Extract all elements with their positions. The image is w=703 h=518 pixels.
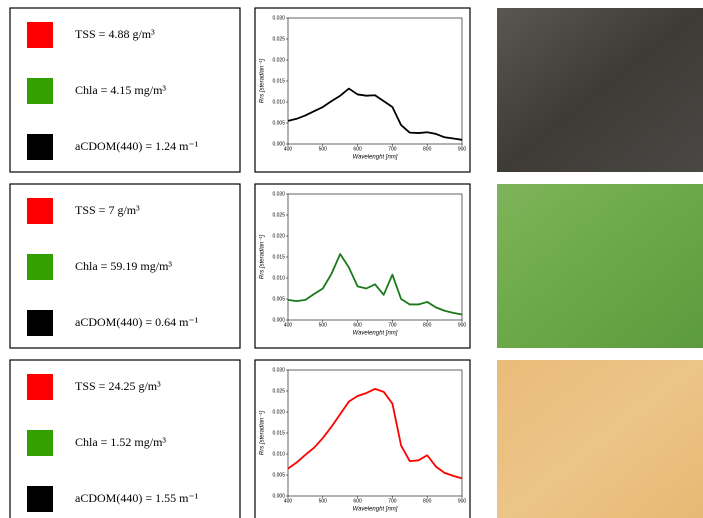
legend-swatch — [27, 198, 53, 224]
x-tick-label: 500 — [319, 322, 328, 328]
y-tick-label: 0.030 — [272, 367, 285, 373]
legend-text: Chla = 4.15 mg/m³ — [75, 83, 166, 97]
x-tick-label: 800 — [423, 146, 432, 152]
x-tick-label: 400 — [284, 322, 293, 328]
y-tick-label: 0.030 — [272, 191, 285, 197]
legend-swatch — [27, 78, 53, 104]
y-tick-label: 0.025 — [272, 36, 285, 42]
y-tick-label: 0.020 — [272, 233, 285, 239]
legend-swatch — [27, 22, 53, 48]
x-tick-label: 900 — [458, 498, 467, 504]
x-axis-label: Wavelenght [nm] — [353, 331, 398, 337]
x-axis-label: Wavelenght [nm] — [353, 507, 398, 513]
legend-text: aCDOM(440) = 0.64 m⁻¹ — [75, 315, 199, 329]
x-tick-label: 900 — [458, 322, 467, 328]
x-tick-label: 700 — [388, 322, 397, 328]
y-tick-label: 0.005 — [272, 472, 285, 478]
y-tick-label: 0.015 — [272, 254, 285, 260]
y-tick-label: 0.020 — [272, 57, 285, 63]
y-tick-label: 0.015 — [272, 430, 285, 436]
legend-text: aCDOM(440) = 1.55 m⁻¹ — [75, 491, 199, 505]
legend-swatch — [27, 134, 53, 160]
y-axis-label: Rrs [steradian⁻¹] — [260, 59, 266, 104]
y-axis-label: Rrs [steradian⁻¹] — [260, 411, 266, 456]
legend-swatch — [27, 254, 53, 280]
water-photo — [497, 360, 703, 518]
legend-text: Chla = 1.52 mg/m³ — [75, 435, 166, 449]
x-tick-label: 700 — [388, 498, 397, 504]
legend-text: TSS = 7 g/m³ — [75, 203, 140, 217]
y-tick-label: 0.020 — [272, 409, 285, 415]
x-tick-label: 500 — [319, 146, 328, 152]
x-tick-label: 500 — [319, 498, 328, 504]
legend-text: TSS = 4.88 g/m³ — [75, 27, 155, 41]
y-tick-label: 0.025 — [272, 388, 285, 394]
y-tick-label: 0.025 — [272, 212, 285, 218]
legend-swatch — [27, 430, 53, 456]
water-photo — [497, 184, 703, 348]
x-tick-label: 800 — [423, 498, 432, 504]
y-axis-label: Rrs [steradian⁻¹] — [260, 235, 266, 280]
legend-text: TSS = 24.25 g/m³ — [75, 379, 161, 393]
x-tick-label: 400 — [284, 498, 293, 504]
legend-swatch — [27, 486, 53, 512]
legend-text: aCDOM(440) = 1.24 m⁻¹ — [75, 139, 199, 153]
y-tick-label: 0.010 — [272, 275, 285, 281]
water-photo — [497, 8, 703, 172]
legend-text: Chla = 59.19 mg/m³ — [75, 259, 172, 273]
y-tick-label: 0.010 — [272, 99, 285, 105]
legend-swatch — [27, 374, 53, 400]
y-tick-label: 0.005 — [272, 120, 285, 126]
x-tick-label: 900 — [458, 146, 467, 152]
y-tick-label: 0.010 — [272, 451, 285, 457]
x-tick-label: 600 — [353, 146, 362, 152]
legend-swatch — [27, 310, 53, 336]
x-tick-label: 700 — [388, 146, 397, 152]
x-axis-label: Wavelenght [nm] — [353, 155, 398, 161]
y-tick-label: 0.015 — [272, 78, 285, 84]
x-tick-label: 600 — [353, 322, 362, 328]
chart-frame — [255, 360, 470, 518]
x-tick-label: 600 — [353, 498, 362, 504]
x-tick-label: 800 — [423, 322, 432, 328]
page: {"chart_data": [ {"type": "line", "x_lab… — [0, 0, 703, 518]
x-tick-label: 400 — [284, 146, 293, 152]
y-tick-label: 0.030 — [272, 15, 285, 21]
figure: TSS = 4.88 g/m³ Chla = 4.15 mg/m³ aCDOM(44… — [0, 0, 703, 518]
y-tick-label: 0.005 — [272, 296, 285, 302]
